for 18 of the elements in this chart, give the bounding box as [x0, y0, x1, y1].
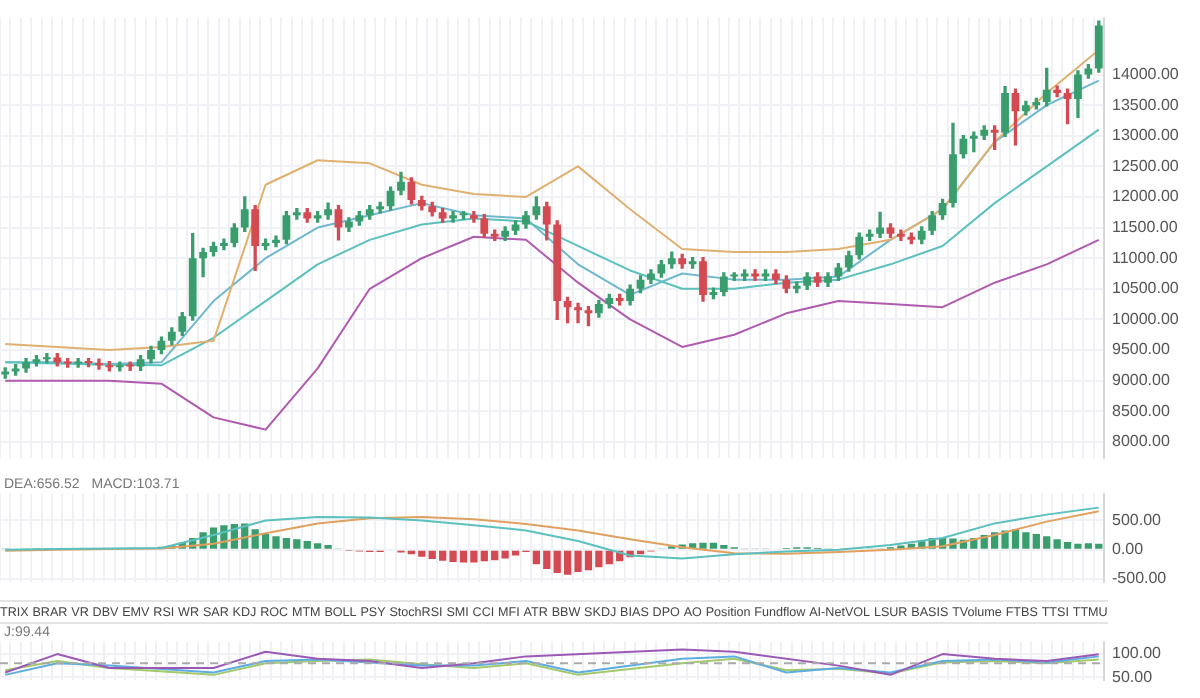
y-tick-label: 8000.00: [1112, 432, 1171, 451]
y-tick-label: 13000.00: [1112, 126, 1180, 145]
y-tick-label: 9500.00: [1112, 340, 1171, 359]
y-tick-label: 10500.00: [1112, 279, 1180, 298]
y-tick-label: 12000.00: [1112, 187, 1180, 206]
y-tick-label: 8500.00: [1112, 401, 1171, 420]
y-tick-label: 0.00: [1112, 540, 1145, 559]
y-tick-label: 14000.00: [1112, 64, 1180, 83]
y-tick-label: 500.00: [1112, 510, 1163, 529]
y-tick-label: -500.00: [1112, 569, 1168, 588]
y-tick-label: 9000.00: [1112, 371, 1171, 390]
y-tick-label: 50.00: [1112, 667, 1154, 686]
y-tick-label: 12500.00: [1112, 156, 1180, 175]
y-tick-label: 10000.00: [1112, 309, 1180, 328]
y-tick-label: 11500.00: [1112, 218, 1179, 236]
y-tick-label: 11000.00: [1112, 248, 1179, 267]
y-tick-label: 13500.00: [1112, 95, 1180, 114]
y-tick-label: 100.00: [1112, 644, 1163, 663]
